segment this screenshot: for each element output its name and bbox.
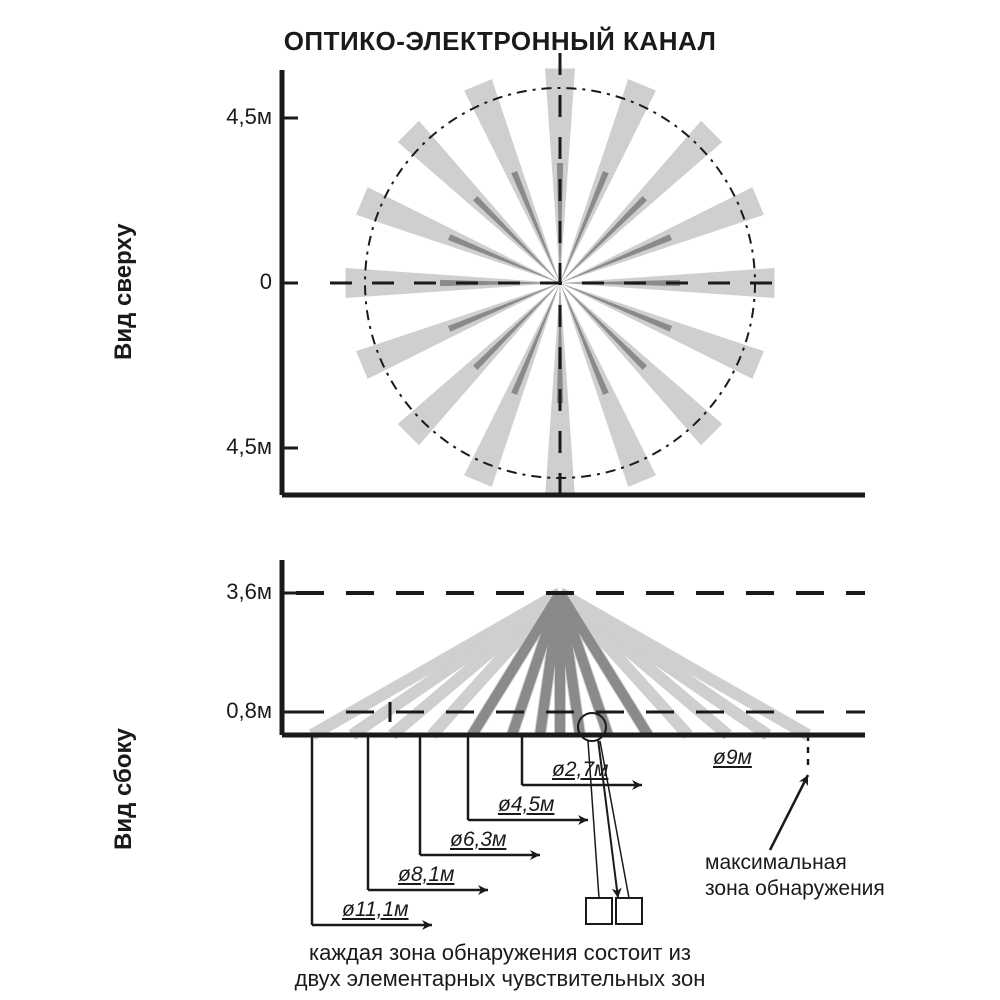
diameter-label: ø6,3м	[450, 827, 506, 853]
pair-footnote: каждая зона обнаружения состоит издвух э…	[0, 940, 1000, 992]
max-zone-note: максимальнаязона обнаружения	[705, 850, 885, 903]
side-ytick: 3,6м	[187, 579, 272, 605]
top-ytick: 0	[192, 269, 272, 295]
diameter-label: ø2,7м	[552, 757, 608, 783]
top-ytick: 4,5м	[192, 104, 272, 130]
side-ytick: 0,8м	[187, 698, 272, 724]
diameter-label: ø11,1м	[342, 897, 409, 923]
diameter-label: ø8,1м	[398, 862, 454, 888]
diameter-label: ø4,5м	[498, 792, 554, 818]
max-diameter-label: ø9м	[713, 745, 752, 771]
top-ytick: 4,5м	[192, 434, 272, 460]
